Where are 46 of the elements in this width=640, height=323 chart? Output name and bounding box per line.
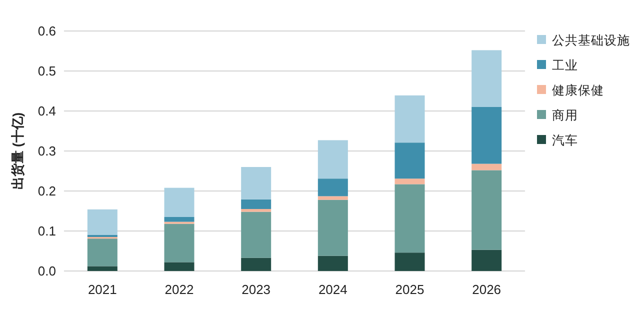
bar xyxy=(241,199,272,209)
bar xyxy=(87,209,118,235)
bar xyxy=(87,238,118,266)
x-tick-label: 2024 xyxy=(318,282,348,297)
y-tick-label: 0.4 xyxy=(38,104,56,118)
legend-label: 汽车 xyxy=(552,134,578,148)
y-tick-label: 0.1 xyxy=(38,224,56,238)
y-tick-label: 0.6 xyxy=(38,24,56,38)
bar xyxy=(318,256,348,271)
bar xyxy=(164,224,194,262)
bar xyxy=(472,50,502,107)
bar xyxy=(164,188,194,217)
bar xyxy=(472,170,502,250)
legend-label: 公共基础设施 xyxy=(552,34,630,48)
bar xyxy=(241,167,272,200)
legend-label: 健康保健 xyxy=(552,84,604,98)
y-tick-label: 0.5 xyxy=(38,64,56,78)
x-tick-label: 2022 xyxy=(164,282,194,297)
bar xyxy=(241,209,272,212)
y-axis-title: 出货量 (十亿) xyxy=(10,112,25,190)
y-tick-label: 0.0 xyxy=(38,264,56,278)
bar xyxy=(394,95,425,143)
bar xyxy=(241,258,272,271)
bar xyxy=(318,200,348,256)
bar xyxy=(87,266,118,271)
bar xyxy=(318,196,348,200)
x-tick-label: 2026 xyxy=(472,282,502,297)
legend-label: 工业 xyxy=(552,58,578,72)
y-tick-label: 0.3 xyxy=(38,144,56,158)
bar xyxy=(472,107,502,164)
bar xyxy=(394,184,425,253)
x-tick-label: 2021 xyxy=(88,282,117,297)
bar xyxy=(164,217,194,222)
bar xyxy=(241,212,272,258)
bar xyxy=(318,178,348,196)
bar xyxy=(394,252,425,271)
bar xyxy=(164,262,194,271)
bar xyxy=(318,140,348,179)
legend-label: 商用 xyxy=(552,108,578,122)
x-tick-label: 2025 xyxy=(395,282,424,297)
bar xyxy=(394,178,425,184)
y-tick-label: 0.2 xyxy=(38,184,56,198)
bar xyxy=(394,142,425,179)
bar xyxy=(472,250,502,271)
bar xyxy=(472,164,502,170)
x-tick-label: 2023 xyxy=(242,282,271,297)
